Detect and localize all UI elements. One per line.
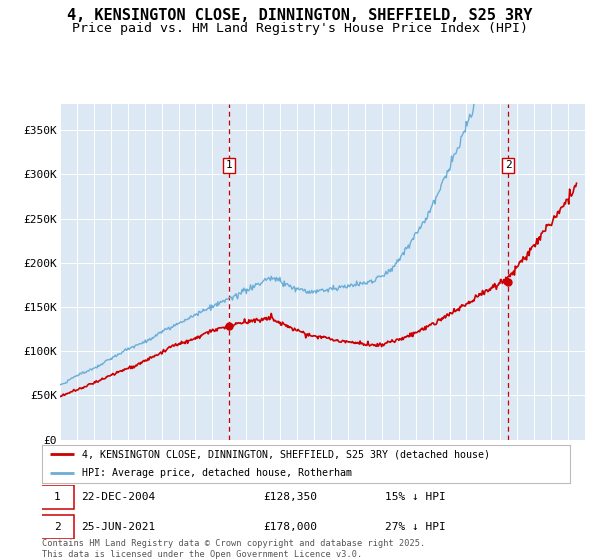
Text: HPI: Average price, detached house, Rotherham: HPI: Average price, detached house, Roth… [82,468,352,478]
FancyBboxPatch shape [41,485,74,508]
Text: 22-DEC-2004: 22-DEC-2004 [82,492,156,502]
Text: 2: 2 [505,161,512,170]
Text: £128,350: £128,350 [264,492,318,502]
Text: 15% ↓ HPI: 15% ↓ HPI [385,492,446,502]
Text: 4, KENSINGTON CLOSE, DINNINGTON, SHEFFIELD, S25 3RY (detached house): 4, KENSINGTON CLOSE, DINNINGTON, SHEFFIE… [82,449,490,459]
Text: 1: 1 [226,161,232,170]
Text: Price paid vs. HM Land Registry's House Price Index (HPI): Price paid vs. HM Land Registry's House … [72,22,528,35]
FancyBboxPatch shape [41,515,74,539]
Text: £178,000: £178,000 [264,522,318,532]
Text: 27% ↓ HPI: 27% ↓ HPI [385,522,446,532]
Text: 4, KENSINGTON CLOSE, DINNINGTON, SHEFFIELD, S25 3RY: 4, KENSINGTON CLOSE, DINNINGTON, SHEFFIE… [67,8,533,24]
Text: 1: 1 [54,492,61,502]
Text: 2: 2 [54,522,61,532]
Text: Contains HM Land Registry data © Crown copyright and database right 2025.
This d: Contains HM Land Registry data © Crown c… [42,539,425,559]
Text: 25-JUN-2021: 25-JUN-2021 [82,522,156,532]
